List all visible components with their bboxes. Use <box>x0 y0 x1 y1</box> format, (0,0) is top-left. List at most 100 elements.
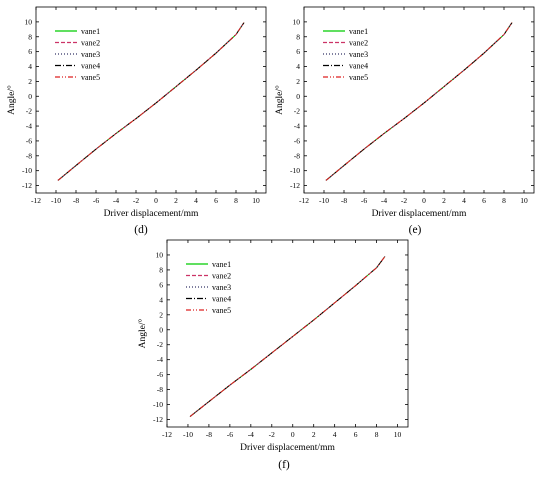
legend-label: vane1 <box>349 27 368 36</box>
y-tick-label: -2 <box>26 107 32 116</box>
x-tick-label: -6 <box>93 196 99 205</box>
series-line-vane3 <box>189 256 386 417</box>
y-tick-label: -10 <box>153 400 163 409</box>
y-tick-label: -6 <box>157 370 163 379</box>
legend-label: vane2 <box>349 39 368 48</box>
x-tick-label: 6 <box>354 430 358 439</box>
x-tick-label: 10 <box>252 196 260 205</box>
y-tick-label: -4 <box>157 355 163 364</box>
x-tick-label: -12 <box>162 430 172 439</box>
x-tick-label: 4 <box>462 196 466 205</box>
y-tick-label: -10 <box>290 166 300 175</box>
y-axis-label: Angle/° <box>137 318 148 348</box>
y-tick-label: -4 <box>26 122 32 131</box>
chart-panel-e: -12 -10 -8 -6 -4 -2 0 2 4 6 8 10 -12 -10 -8 -6 -4 -2 0 2 4 6 8… <box>274 6 535 236</box>
y-tick-label: 2 <box>296 77 300 86</box>
x-tick-label: -6 <box>227 430 233 439</box>
x-tick-label: 6 <box>482 196 486 205</box>
y-tick-label: 10 <box>25 17 33 26</box>
x-tick-label: 10 <box>394 430 402 439</box>
y-tick-label: 4 <box>296 62 300 71</box>
legend: vane1 vane2 vane3 vane4 vane5 <box>323 27 368 82</box>
y-tick-label: -10 <box>22 166 32 175</box>
y-tick-label: -8 <box>157 385 163 394</box>
x-tick-label: 4 <box>194 196 198 205</box>
legend-label: vane1 <box>81 27 100 36</box>
y-tick-label: -2 <box>157 340 163 349</box>
x-tick-label: -10 <box>183 430 193 439</box>
x-tick-label: -2 <box>133 196 139 205</box>
x-tick-label: 10 <box>520 196 528 205</box>
y-tick-label: 0 <box>159 325 163 334</box>
x-tick-label: -6 <box>361 196 367 205</box>
y-tick-label: 4 <box>28 62 32 71</box>
x-tick-label: 8 <box>375 430 379 439</box>
y-axis-label: Angle/° <box>274 85 285 115</box>
legend-label: vane3 <box>349 50 368 59</box>
plot-frame <box>35 6 267 194</box>
panel-label: (d) <box>134 224 148 236</box>
x-tick-label: 2 <box>442 196 446 205</box>
y-tick-label: -12 <box>153 415 163 424</box>
plot-frame <box>303 6 535 194</box>
y-tick-label: 8 <box>296 32 300 41</box>
chart-panel-f: -12 -10 -8 -6 -4 -2 0 2 4 6 8 10 -12 -10 -8 -6 -4 -2 0 2 4 6 8… <box>137 239 409 471</box>
legend-label: vane3 <box>212 283 231 292</box>
x-tick-label: -8 <box>73 196 79 205</box>
y-tick-label: 6 <box>28 47 32 56</box>
x-tick-label: 0 <box>422 196 426 205</box>
panel-label: (e) <box>409 224 422 236</box>
legend-label: vane3 <box>81 50 100 59</box>
y-tick-label: 8 <box>28 32 32 41</box>
x-tick-label: -4 <box>113 196 119 205</box>
y-tick-label: 6 <box>159 280 163 289</box>
x-tick-label: -2 <box>269 430 275 439</box>
y-tick-label: 8 <box>159 265 163 274</box>
series-line-vane5 <box>57 22 245 181</box>
legend-label: vane2 <box>212 272 231 281</box>
x-tick-label: 8 <box>234 196 238 205</box>
series-line-vane5 <box>189 256 386 417</box>
x-tick-label: -10 <box>51 196 61 205</box>
y-tick-label: 4 <box>159 295 163 304</box>
x-tick-label: 2 <box>174 196 178 205</box>
x-tick-label: 6 <box>214 196 218 205</box>
series-line-vane5 <box>325 22 513 181</box>
series-line-vane2 <box>189 256 386 417</box>
x-tick-label: 0 <box>154 196 158 205</box>
y-tick-label: 2 <box>28 77 32 86</box>
chart-panel-d: -12 -10 -8 -6 -4 -2 0 2 4 6 8 10 -12 -10 -8 -6 -4 -2 0 2 4 6 8… <box>6 6 267 236</box>
x-tick-label: -4 <box>248 430 254 439</box>
y-tick-label: -6 <box>26 136 32 145</box>
panel-label: (f) <box>278 459 290 471</box>
x-tick-label: -4 <box>381 196 387 205</box>
x-tick-label: -8 <box>341 196 347 205</box>
series-line-vane4 <box>189 256 386 417</box>
x-tick-label: 4 <box>333 430 337 439</box>
legend-label: vane1 <box>212 260 231 269</box>
plot-frame <box>166 239 409 428</box>
legend-label: vane4 <box>212 295 231 304</box>
y-tick-label: -12 <box>290 181 300 190</box>
legend-label: vane2 <box>81 39 100 48</box>
y-axis-label: Angle/° <box>6 85 17 115</box>
x-tick-label: -12 <box>299 196 309 205</box>
legend-label: vane5 <box>212 306 231 315</box>
x-tick-label: -8 <box>206 430 212 439</box>
y-tick-label: -6 <box>294 136 300 145</box>
y-tick-label: 0 <box>28 92 32 101</box>
y-tick-label: -8 <box>26 151 32 160</box>
y-tick-label: 6 <box>296 47 300 56</box>
series-line-vane1 <box>189 256 386 417</box>
x-axis-label: Driver displacement/mm <box>240 443 335 453</box>
legend-label: vane4 <box>349 62 368 71</box>
x-tick-label: 0 <box>291 430 295 439</box>
x-tick-label: -12 <box>31 196 41 205</box>
y-tick-label: -12 <box>22 181 32 190</box>
legend: vane1 vane2 vane3 vane4 vane5 <box>55 27 100 82</box>
y-tick-label: -4 <box>294 122 300 131</box>
y-tick-label: 2 <box>159 310 163 319</box>
x-axis-label: Driver displacement/mm <box>372 209 467 219</box>
y-tick-label: 0 <box>296 92 300 101</box>
